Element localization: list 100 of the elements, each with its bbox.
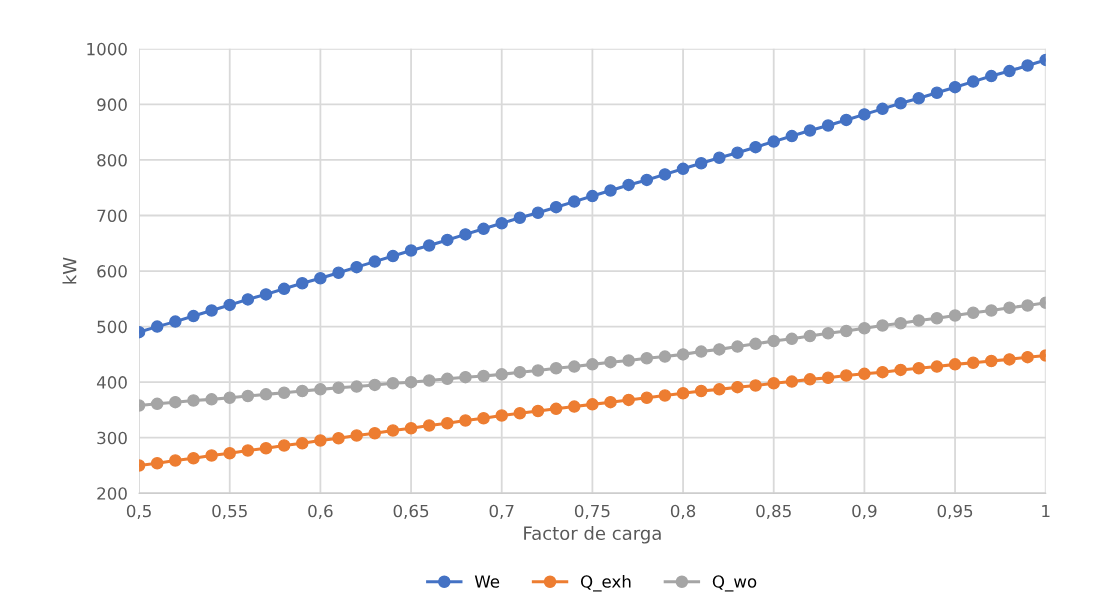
point bbox=[840, 369, 853, 382]
point bbox=[731, 380, 744, 394]
point bbox=[568, 195, 581, 208]
point bbox=[840, 324, 853, 338]
point bbox=[749, 379, 762, 392]
point bbox=[930, 86, 944, 99]
point bbox=[422, 419, 436, 432]
point bbox=[604, 355, 617, 369]
point bbox=[549, 200, 563, 214]
point bbox=[785, 332, 799, 346]
point bbox=[821, 119, 835, 132]
x-tick-label: 0,7 bbox=[489, 504, 514, 519]
point bbox=[731, 146, 744, 159]
point bbox=[985, 304, 998, 317]
point bbox=[259, 388, 273, 401]
point bbox=[386, 249, 400, 263]
point bbox=[604, 184, 617, 197]
point bbox=[858, 108, 871, 121]
point bbox=[858, 367, 871, 381]
point bbox=[150, 320, 164, 333]
point bbox=[640, 352, 654, 365]
point bbox=[441, 417, 454, 430]
point bbox=[568, 360, 581, 373]
point bbox=[1021, 59, 1034, 72]
point bbox=[1021, 299, 1034, 312]
point bbox=[459, 370, 472, 384]
point bbox=[404, 244, 418, 257]
point bbox=[314, 272, 327, 285]
point bbox=[404, 375, 418, 389]
y-axis-title: kW bbox=[62, 257, 77, 284]
point bbox=[876, 365, 889, 379]
point bbox=[495, 368, 508, 381]
point bbox=[586, 358, 599, 371]
point bbox=[187, 452, 200, 465]
point bbox=[1003, 301, 1016, 314]
point bbox=[332, 432, 345, 445]
point bbox=[296, 384, 309, 398]
point bbox=[150, 457, 164, 470]
y-tick-label: 400 bbox=[96, 376, 127, 389]
x-tick-label: 0,6 bbox=[308, 504, 333, 519]
point bbox=[912, 362, 926, 375]
point bbox=[169, 454, 182, 467]
point bbox=[985, 69, 998, 83]
point bbox=[713, 383, 726, 396]
point bbox=[676, 348, 690, 361]
point bbox=[966, 356, 980, 369]
point bbox=[694, 384, 708, 398]
x-tick-label: 0,85 bbox=[756, 504, 791, 519]
point bbox=[876, 319, 889, 332]
point bbox=[876, 102, 889, 116]
point bbox=[821, 371, 835, 384]
point bbox=[350, 380, 363, 393]
point bbox=[694, 345, 708, 358]
point bbox=[767, 377, 780, 390]
point bbox=[604, 395, 617, 409]
point bbox=[966, 306, 980, 319]
point bbox=[169, 315, 182, 328]
point bbox=[622, 354, 635, 367]
point bbox=[767, 135, 780, 148]
point bbox=[386, 377, 400, 390]
point bbox=[713, 343, 726, 356]
y-tick-label: 1000 bbox=[87, 42, 127, 56]
point bbox=[277, 282, 291, 296]
point bbox=[1003, 64, 1016, 78]
point bbox=[640, 173, 654, 187]
point bbox=[658, 389, 672, 402]
point bbox=[495, 217, 508, 230]
point bbox=[803, 124, 817, 137]
point bbox=[404, 422, 418, 435]
point bbox=[296, 437, 309, 450]
point bbox=[513, 211, 527, 224]
point bbox=[368, 255, 382, 268]
point bbox=[241, 389, 255, 403]
point bbox=[277, 386, 291, 399]
x-tick-label: 0,8 bbox=[670, 504, 696, 519]
point bbox=[332, 381, 345, 394]
point bbox=[205, 449, 218, 462]
point bbox=[531, 404, 545, 418]
point bbox=[187, 394, 200, 407]
y-tick-label: 600 bbox=[97, 265, 127, 278]
point bbox=[894, 97, 907, 110]
point bbox=[549, 362, 563, 375]
point bbox=[386, 424, 400, 437]
point bbox=[749, 140, 762, 154]
point bbox=[531, 364, 545, 377]
point bbox=[332, 266, 345, 279]
point bbox=[187, 309, 200, 323]
point bbox=[785, 129, 799, 143]
point bbox=[658, 168, 672, 181]
point bbox=[241, 293, 255, 306]
y-tick-label: 300 bbox=[97, 431, 127, 445]
point bbox=[422, 374, 436, 387]
point bbox=[477, 222, 490, 236]
point bbox=[1003, 353, 1016, 366]
point bbox=[658, 350, 672, 363]
point bbox=[513, 365, 527, 379]
point bbox=[948, 80, 962, 94]
legend-label: Q_wo bbox=[712, 575, 757, 592]
point bbox=[277, 439, 291, 452]
point bbox=[223, 391, 236, 404]
